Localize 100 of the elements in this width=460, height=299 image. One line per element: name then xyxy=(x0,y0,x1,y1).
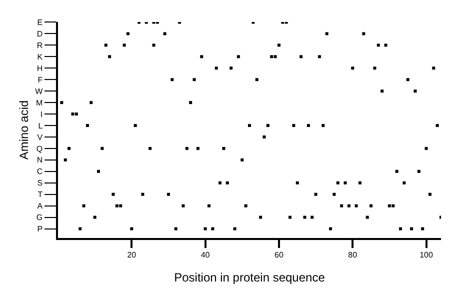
point xyxy=(318,55,321,58)
point xyxy=(351,66,354,70)
point xyxy=(421,227,424,230)
point xyxy=(358,181,362,184)
point xyxy=(380,90,384,93)
point xyxy=(292,124,296,127)
point xyxy=(130,227,134,230)
point xyxy=(115,204,118,208)
point xyxy=(424,146,428,150)
point xyxy=(68,146,71,150)
point xyxy=(296,181,299,184)
point xyxy=(192,78,196,82)
x-axis-title: Position in protein sequence xyxy=(174,270,326,285)
point xyxy=(97,170,100,173)
point xyxy=(376,44,380,47)
point xyxy=(255,78,258,82)
point xyxy=(236,55,240,58)
y-tick-label: N xyxy=(36,156,43,165)
point xyxy=(322,124,325,127)
point xyxy=(362,32,366,36)
point xyxy=(78,227,82,230)
point xyxy=(119,204,122,208)
point xyxy=(270,55,274,58)
point xyxy=(300,55,303,58)
point xyxy=(93,216,96,219)
point xyxy=(398,227,402,230)
x-tick-label: 60 xyxy=(274,250,284,260)
y-tick-label: F xyxy=(38,75,43,84)
point xyxy=(366,216,369,219)
point xyxy=(112,192,115,196)
point xyxy=(392,204,395,208)
point xyxy=(134,124,137,127)
point xyxy=(436,124,439,127)
y-tick-label: V xyxy=(37,132,44,142)
point xyxy=(384,44,388,47)
point xyxy=(244,204,248,208)
point xyxy=(414,90,417,93)
y-tick-label: G xyxy=(36,213,43,222)
y-tick-label: R xyxy=(36,40,43,50)
point xyxy=(174,227,178,230)
y-tick-label: E xyxy=(37,18,43,28)
x-tick-label: 20 xyxy=(127,250,137,260)
point xyxy=(336,181,340,184)
point xyxy=(354,204,358,208)
x-tick-label: 100 xyxy=(420,250,434,260)
point xyxy=(64,158,67,162)
point xyxy=(314,192,318,196)
point xyxy=(104,44,108,47)
y-tick-label: W xyxy=(35,86,44,96)
point xyxy=(230,66,233,70)
point xyxy=(325,32,328,36)
x-tick-label: 80 xyxy=(348,250,358,260)
point xyxy=(262,135,266,138)
point xyxy=(417,170,420,173)
point xyxy=(200,55,204,58)
point xyxy=(74,112,78,116)
y-tick-label: H xyxy=(36,64,43,73)
y-tick-label: K xyxy=(37,52,44,62)
point xyxy=(388,204,391,208)
point xyxy=(196,146,200,150)
point xyxy=(432,66,436,70)
y-tick-label: Q xyxy=(36,144,43,154)
y-axis-title: Amino acid xyxy=(16,100,31,160)
point xyxy=(108,55,112,58)
point xyxy=(222,146,226,150)
point xyxy=(148,146,152,150)
y-tick-label: A xyxy=(37,202,44,211)
point xyxy=(395,170,398,173)
point xyxy=(82,204,86,208)
point xyxy=(211,227,214,230)
point xyxy=(204,227,207,230)
y-tick-label: M xyxy=(36,98,43,108)
x-tick-label: 40 xyxy=(200,250,210,260)
point xyxy=(100,146,104,150)
point xyxy=(303,216,306,219)
point xyxy=(402,181,406,184)
y-tick-label: P xyxy=(37,224,43,234)
y-tick-label: C xyxy=(36,167,43,176)
y-tick-label: S xyxy=(37,178,43,188)
point xyxy=(266,124,270,127)
point xyxy=(189,101,192,104)
point xyxy=(71,112,74,116)
point xyxy=(126,32,130,36)
point xyxy=(259,216,262,219)
point xyxy=(340,204,344,208)
point xyxy=(306,124,310,127)
point xyxy=(406,78,410,82)
y-tick-label: D xyxy=(36,30,43,38)
point xyxy=(226,181,229,184)
point xyxy=(152,44,156,47)
point xyxy=(163,32,166,36)
point xyxy=(60,101,64,104)
point xyxy=(182,204,185,208)
point xyxy=(122,44,126,47)
point xyxy=(428,192,432,196)
point xyxy=(288,216,292,219)
point xyxy=(373,66,376,70)
point xyxy=(347,204,350,208)
point xyxy=(344,181,347,184)
y-tick-label: I xyxy=(40,110,43,119)
